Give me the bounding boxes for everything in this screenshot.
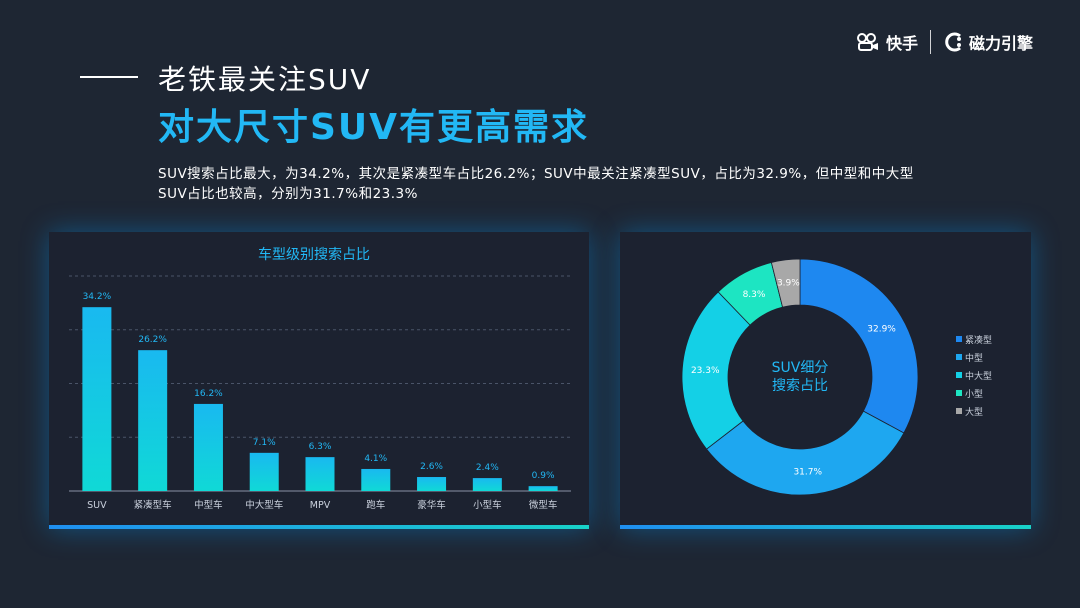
summary-text: SUV搜索占比最大，为34.2%，其次是紧凑型车占比26.2%；SUV中最关注紧… — [158, 166, 914, 202]
donut-panel-accent — [620, 525, 1031, 529]
bar-category-label: 豪华车 — [417, 499, 446, 511]
bar-value-label: 2.4% — [476, 463, 499, 473]
donut-chart: SUV细分 搜索占比 32.9% 31.7% 23.3% 8.3% 3.9% 紧凑型中型中… — [681, 258, 992, 496]
bar-category-label: SUV — [87, 500, 107, 511]
legend-label-大型: 大型 — [965, 406, 983, 418]
bar-豪华车 — [417, 477, 447, 491]
page-subtitle: 对大尺寸SUV有更高需求 — [158, 107, 590, 148]
legend-swatch-紧凑型 — [956, 336, 962, 342]
bar-category-label: 跑车 — [366, 499, 385, 511]
bar-SUV — [82, 307, 112, 491]
page-title: 老铁最关注SUV — [158, 63, 372, 96]
donut-center-title-line2: 搜索占比 — [772, 377, 828, 394]
bar-中大型车 — [249, 452, 279, 491]
legend-label-中型: 中型 — [965, 352, 983, 364]
bar-panel-accent — [49, 525, 589, 529]
cili-engine-icon — [945, 32, 962, 52]
bar-category-label: 中型车 — [194, 499, 223, 511]
bar-value-label: 6.3% — [309, 442, 332, 452]
cili-logo-text: 磁力引擎 — [969, 34, 1034, 53]
legend-swatch-中大型 — [956, 372, 962, 378]
bar-value-label: 26.2% — [138, 335, 167, 345]
bar-chart-panel: 车型级别搜索占比 34.2% SUV 26.2% 紧凑型车 16.2% 中型车 7.1% 中大… — [49, 232, 589, 529]
donut-slice-大型 — [770, 258, 801, 308]
bar-小型车 — [472, 478, 502, 491]
legend-label-小型: 小型 — [965, 389, 983, 400]
bar-value-label: 0.9% — [532, 471, 555, 481]
donut-value-label: 3.9% — [777, 279, 800, 289]
donut-center-title-line1: SUV细分 — [772, 360, 829, 376]
heading-decor-line — [80, 76, 138, 78]
bar-MPV — [305, 457, 335, 491]
legend-label-紧凑型: 紧凑型 — [965, 334, 992, 346]
bar-chart-title: 车型级别搜索占比 — [258, 246, 370, 263]
brand-logos: 快手 磁力引擎 — [856, 26, 1033, 58]
cili-logo: 磁力引擎 — [943, 30, 1033, 54]
bar-chart: 车型级别搜索占比 34.2% SUV 26.2% 紧凑型车 16.2% 中型车 7.1% 中大… — [69, 246, 571, 511]
bar-category-label: 微型车 — [529, 499, 558, 511]
kuaishou-icon — [857, 33, 878, 51]
donut-value-label: 23.3% — [691, 366, 720, 376]
bar-value-label: 34.2% — [83, 292, 112, 302]
legend-swatch-中型 — [956, 354, 962, 360]
bar-中型车 — [193, 403, 223, 491]
bar-value-label: 2.6% — [420, 462, 443, 472]
logo-divider — [930, 30, 932, 54]
legend-swatch-大型 — [956, 408, 962, 414]
donut-value-label: 32.9% — [867, 324, 896, 334]
bar-category-label: 紧凑型车 — [134, 499, 172, 511]
bar-category-label: 中大型车 — [245, 499, 283, 511]
bar-value-label: 7.1% — [253, 438, 276, 448]
kuaishou-logo-text: 快手 — [886, 34, 919, 53]
legend-swatch-小型 — [956, 390, 962, 396]
legend-label-中大型: 中大型 — [965, 370, 992, 382]
bar-微型车 — [528, 486, 558, 491]
bar-category-label: 小型车 — [473, 499, 502, 511]
donut-value-label: 8.3% — [743, 290, 766, 300]
donut-value-label: 31.7% — [793, 468, 822, 478]
donut-slice-中大型 — [681, 291, 751, 450]
bar-value-label: 4.1% — [364, 454, 387, 464]
donut-chart-panel: SUV细分 搜索占比 32.9% 31.7% 23.3% 8.3% 3.9% 紧凑型中型中… — [620, 232, 1031, 529]
bar-紧凑型车 — [138, 350, 168, 491]
kuaishou-logo: 快手 — [856, 30, 918, 54]
donut-slice-紧凑型 — [799, 258, 919, 434]
bar-跑车 — [361, 468, 391, 491]
bar-category-label: MPV — [310, 500, 331, 511]
bar-value-label: 16.2% — [194, 389, 223, 399]
donut-slice-中型 — [706, 410, 905, 496]
